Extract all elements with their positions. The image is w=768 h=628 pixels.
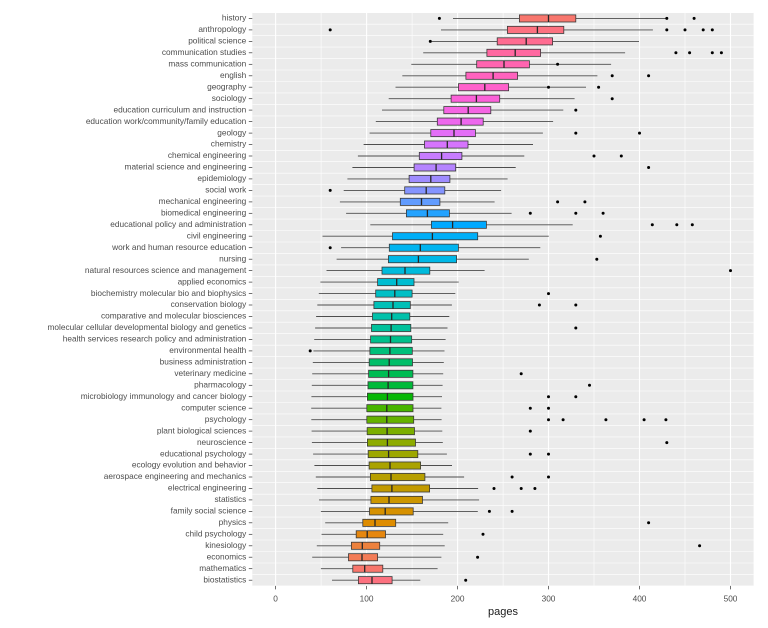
- svg-text:200: 200: [451, 593, 465, 603]
- svg-text:molecular cellular development: molecular cellular developmental biology…: [48, 322, 247, 332]
- svg-text:communication studies: communication studies: [162, 47, 246, 57]
- svg-text:applied economics: applied economics: [178, 276, 247, 286]
- svg-text:veterinary medicine: veterinary medicine: [174, 368, 246, 378]
- svg-text:electrical engineering: electrical engineering: [168, 483, 247, 493]
- svg-text:anthropology: anthropology: [198, 24, 247, 34]
- svg-text:history: history: [222, 13, 247, 23]
- svg-text:nursing: nursing: [219, 253, 247, 263]
- svg-text:political science: political science: [188, 36, 246, 46]
- svg-text:conservation biology: conservation biology: [171, 299, 247, 309]
- svg-text:natural resources science and: natural resources science and management: [85, 265, 247, 275]
- svg-text:education work/community/famil: education work/community/family educatio…: [86, 116, 247, 126]
- svg-text:kinesiology: kinesiology: [205, 540, 247, 550]
- svg-text:statistics: statistics: [214, 494, 246, 504]
- svg-text:psychology: psychology: [205, 414, 247, 424]
- svg-text:mathematics: mathematics: [199, 563, 246, 573]
- svg-text:ecology evolution and behavior: ecology evolution and behavior: [132, 460, 247, 470]
- svg-text:aerospace engineering and mech: aerospace engineering and mechanics: [104, 471, 247, 481]
- svg-text:economics: economics: [207, 551, 247, 561]
- svg-text:comparative and molecular bios: comparative and molecular biosciences: [101, 311, 246, 321]
- svg-text:500: 500: [724, 593, 738, 603]
- svg-text:child psychology: child psychology: [185, 528, 247, 538]
- svg-text:computer science: computer science: [181, 402, 246, 412]
- svg-text:chemistry: chemistry: [211, 139, 247, 149]
- svg-text:400: 400: [633, 593, 647, 603]
- svg-text:business administration: business administration: [160, 357, 247, 367]
- svg-text:0: 0: [273, 593, 278, 603]
- svg-text:educational policy and adminis: educational policy and administration: [110, 219, 246, 229]
- svg-text:mass communication: mass communication: [168, 58, 246, 68]
- svg-text:material science and engineeri: material science and engineering: [125, 162, 247, 172]
- svg-text:epidemiology: epidemiology: [197, 173, 247, 183]
- svg-text:education curriculum and instr: education curriculum and instruction: [113, 104, 246, 114]
- svg-text:english: english: [220, 70, 247, 80]
- svg-text:geography: geography: [207, 81, 247, 91]
- svg-text:100: 100: [360, 593, 374, 603]
- svg-text:chemical engineering: chemical engineering: [168, 150, 247, 160]
- svg-text:300: 300: [542, 593, 556, 603]
- svg-text:biochemistry molecular bio and: biochemistry molecular bio and biophysic…: [91, 288, 246, 298]
- svg-text:health services research polic: health services research policy and admi…: [63, 334, 247, 344]
- svg-text:sociology: sociology: [212, 93, 247, 103]
- svg-text:physics: physics: [219, 517, 247, 527]
- svg-text:social work: social work: [205, 185, 247, 195]
- svg-text:microbiology immunology and ca: microbiology immunology and cancer biolo…: [81, 391, 247, 401]
- svg-text:work and human resource educat: work and human resource education: [111, 242, 247, 252]
- svg-text:mechanical engineering: mechanical engineering: [159, 196, 247, 206]
- svg-text:family social science: family social science: [171, 506, 247, 516]
- svg-text:pharmacology: pharmacology: [194, 379, 247, 389]
- svg-text:educational psychology: educational psychology: [160, 448, 247, 458]
- svg-text:neuroscience: neuroscience: [197, 437, 247, 447]
- svg-text:plant biological sciences: plant biological sciences: [157, 425, 246, 435]
- svg-text:pages: pages: [488, 606, 518, 618]
- svg-text:geology: geology: [217, 127, 247, 137]
- svg-text:civil engineering: civil engineering: [187, 230, 247, 240]
- svg-text:environmental health: environmental health: [169, 345, 246, 355]
- svg-text:biomedical engineering: biomedical engineering: [161, 207, 247, 217]
- svg-text:biostatistics: biostatistics: [203, 574, 246, 584]
